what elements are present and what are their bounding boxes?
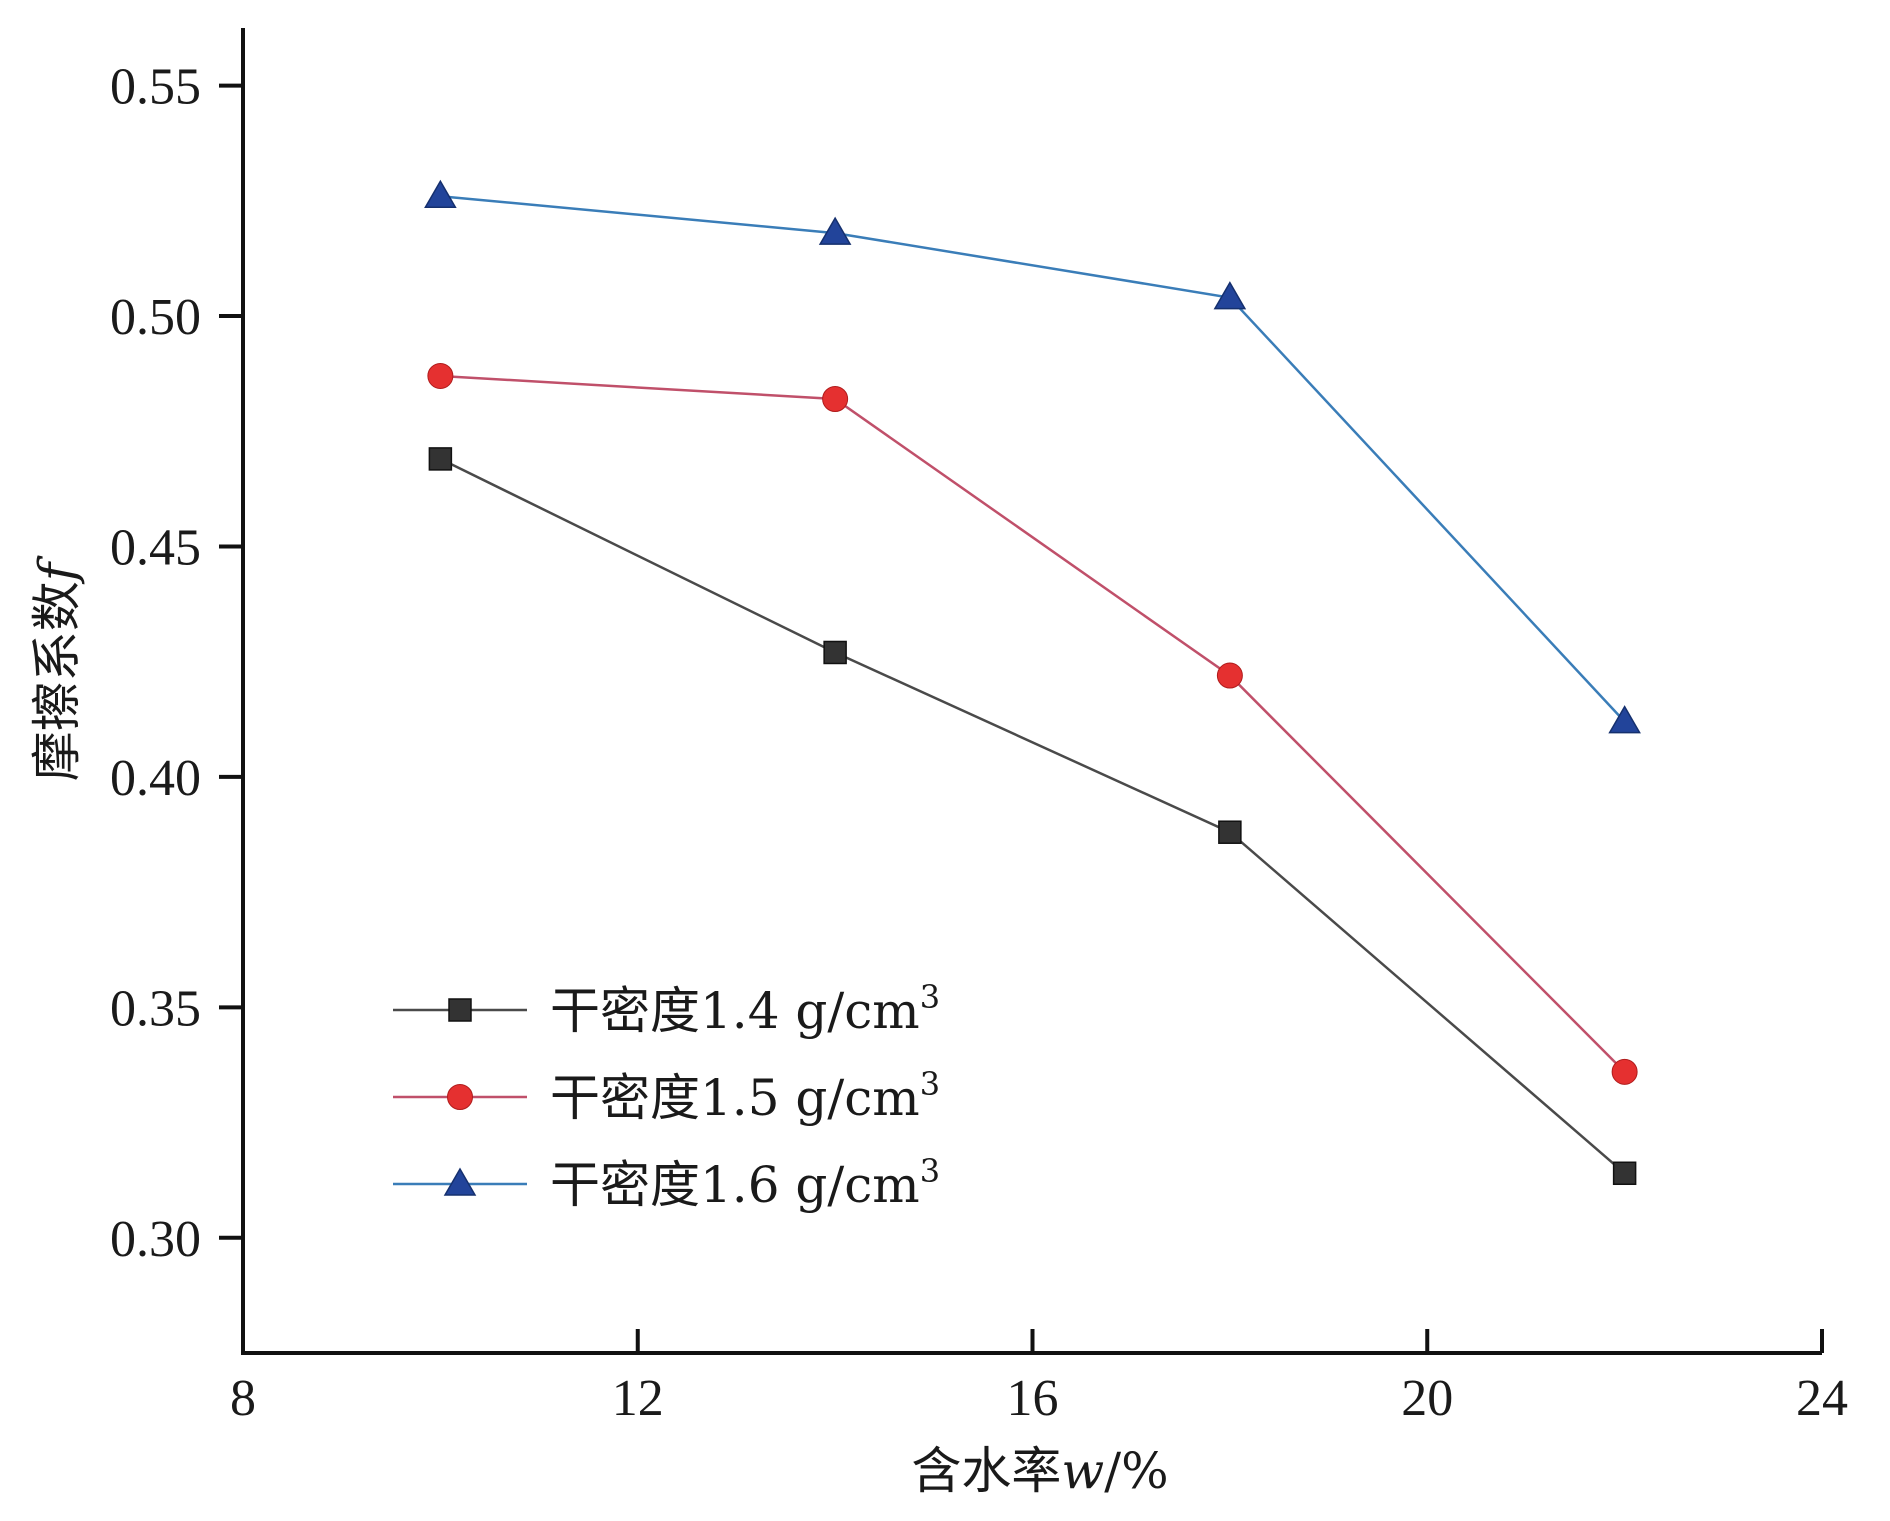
legend-item: 干密度1.4 g/cm3 <box>393 978 940 1040</box>
data-point <box>822 386 849 412</box>
legend-item: 干密度1.6 g/cm3 <box>393 1152 940 1214</box>
legend-label: 干密度1.5 g/cm3 <box>550 1065 940 1127</box>
y-tick-label: 0.55 <box>110 59 201 116</box>
data-point <box>823 640 847 665</box>
legend-label-text: 干密度1.5 g/cm <box>550 1069 920 1127</box>
series-line <box>440 194 1626 723</box>
x-axis-title-var: w <box>1061 1442 1104 1500</box>
series-1 <box>428 447 1637 1186</box>
y-ticks: 0.30 0.35 0.40 0.45 0.50 0.55 <box>110 59 243 1268</box>
y-tick-label: 0.40 <box>110 750 201 807</box>
x-axis-title-unit: /% <box>1104 1442 1168 1500</box>
y-tick-label: 0.35 <box>110 980 201 1037</box>
data-point <box>1608 705 1641 734</box>
legend-label-superscript: 3 <box>920 978 940 1016</box>
legend-label: 干密度1.4 g/cm3 <box>550 978 940 1040</box>
series-3 <box>424 179 1641 734</box>
series-2 <box>427 362 1638 1085</box>
data-point <box>427 362 454 389</box>
data-point <box>818 216 852 245</box>
data-point <box>1611 1058 1638 1085</box>
legend-item: 干密度1.5 g/cm3 <box>393 1065 940 1127</box>
data-point <box>1213 281 1247 310</box>
y-axis-title-var: f <box>28 555 86 585</box>
legend-swatch-marker <box>447 1084 473 1110</box>
legend-swatch-marker <box>443 1167 477 1196</box>
x-tick-label: 12 <box>612 1370 664 1427</box>
series-line <box>440 374 1626 1073</box>
legend-label-superscript: 3 <box>920 1065 940 1103</box>
series-line <box>439 457 1626 1175</box>
data-point <box>1612 1161 1637 1186</box>
data-point <box>1218 820 1242 844</box>
x-tick-label: 8 <box>230 1370 256 1427</box>
axes <box>241 28 1822 1355</box>
x-tick-label: 16 <box>1007 1370 1059 1427</box>
y-tick-label: 0.30 <box>110 1211 201 1268</box>
y-axis-title: 摩擦系数f <box>28 555 86 781</box>
x-axis-title: 含水率w/% <box>911 1442 1168 1500</box>
legend-label-text: 干密度1.4 g/cm <box>550 982 920 1040</box>
legend-label-superscript: 3 <box>920 1152 940 1190</box>
y-tick-label: 0.45 <box>110 519 201 576</box>
series-layer <box>424 179 1641 1186</box>
legend-label: 干密度1.6 g/cm3 <box>550 1152 940 1214</box>
x-axis-title-text: 含水率 <box>911 1442 1061 1500</box>
x-tick-label: 24 <box>1796 1370 1848 1427</box>
data-point <box>428 447 453 471</box>
legend-label-text: 干密度1.6 g/cm <box>550 1156 920 1214</box>
data-point <box>424 179 457 208</box>
legend-swatch-marker <box>448 998 472 1022</box>
x-ticks: 8 12 16 20 24 <box>230 1329 1848 1427</box>
y-axis-title-text: 摩擦系数 <box>28 581 86 781</box>
data-point <box>1216 662 1243 689</box>
y-tick-label: 0.50 <box>110 289 201 346</box>
x-tick-label: 20 <box>1401 1370 1453 1427</box>
